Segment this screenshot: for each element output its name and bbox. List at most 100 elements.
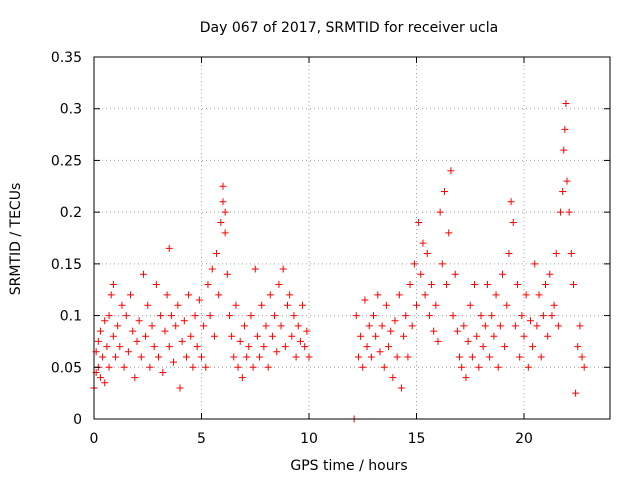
data-point: [251, 265, 259, 273]
data-point: [475, 363, 483, 371]
data-point: [576, 322, 584, 330]
data-point: [294, 322, 302, 330]
data-point: [466, 301, 474, 309]
data-point: [389, 374, 397, 382]
data-point: [539, 312, 547, 320]
data-point: [195, 296, 203, 304]
data-point: [296, 337, 304, 345]
data-point: [492, 291, 500, 299]
data-point: [232, 301, 240, 309]
data-point: [230, 353, 238, 361]
data-point: [114, 322, 122, 330]
data-point: [210, 332, 218, 340]
data-point: [359, 363, 367, 371]
data-point: [191, 312, 199, 320]
data-point: [133, 337, 141, 345]
data-point: [202, 363, 210, 371]
data-point: [518, 312, 526, 320]
data-point: [413, 301, 420, 309]
data-point: [531, 260, 539, 268]
plot-frame: [93, 56, 611, 420]
data-point: [127, 291, 135, 299]
data-point: [193, 343, 201, 351]
data-point: [542, 281, 549, 289]
data-point: [139, 270, 147, 278]
data-point: [118, 301, 126, 309]
data-point: [574, 343, 582, 351]
data-point: [124, 348, 132, 356]
data-point: [473, 332, 481, 340]
data-point: [165, 244, 173, 252]
data-point: [352, 312, 360, 320]
data-point: [241, 322, 248, 330]
data-point: [101, 317, 109, 325]
data-point: [266, 291, 274, 299]
data-point: [522, 291, 530, 299]
data-point: [481, 322, 489, 330]
data-point: [305, 353, 313, 361]
data-point: [447, 167, 455, 175]
data-point: [137, 353, 145, 361]
data-point: [423, 250, 431, 258]
data-point: [499, 270, 506, 278]
data-point: [264, 363, 272, 371]
data-point: [204, 281, 212, 289]
data-point: [103, 343, 111, 351]
chart-title: Day 067 of 2017, SRMTID for receiver ucl…: [200, 20, 498, 36]
data-point: [380, 363, 388, 371]
data-point: [408, 322, 416, 330]
data-point: [509, 218, 517, 226]
data-point: [167, 312, 175, 320]
data-point: [96, 374, 104, 382]
data-point: [449, 312, 457, 320]
data-point: [122, 312, 130, 320]
data-point: [501, 343, 509, 351]
data-point: [146, 363, 154, 371]
data-point: [507, 198, 515, 206]
data-point: [451, 270, 459, 278]
data-point: [479, 343, 487, 351]
data-point: [107, 291, 115, 299]
data-point: [221, 208, 229, 216]
x-tick-label: 0: [90, 431, 99, 447]
data-point: [572, 389, 580, 397]
data-point: [406, 281, 414, 289]
data-point: [182, 353, 190, 361]
data-point: [533, 322, 541, 330]
data-point: [376, 348, 384, 356]
data-point: [238, 374, 246, 382]
data-point: [170, 358, 178, 366]
data-point: [550, 301, 558, 309]
data-point: [217, 218, 225, 226]
data-point: [268, 332, 276, 340]
data-point: [187, 332, 195, 340]
data-point: [301, 343, 309, 351]
data-point: [109, 281, 117, 289]
data-point: [578, 353, 586, 361]
data-point: [387, 327, 395, 335]
data-point: [225, 312, 233, 320]
data-point: [116, 343, 124, 351]
y-tick-label: 0.05: [51, 360, 82, 376]
data-point: [155, 353, 162, 361]
data-point: [505, 250, 513, 258]
data-point: [548, 312, 556, 320]
data-point: [372, 332, 380, 340]
data-point: [215, 291, 223, 299]
x-tick-label: 15: [408, 431, 426, 447]
data-point: [569, 281, 577, 289]
data-point: [172, 322, 180, 330]
y-tick-label: 0.2: [60, 205, 82, 221]
data-point: [228, 332, 236, 340]
data-point: [494, 363, 502, 371]
data-point: [445, 229, 453, 237]
data-point: [277, 322, 285, 330]
data-point: [567, 250, 575, 258]
data-point: [148, 322, 156, 330]
grid: [94, 57, 610, 419]
data-point: [580, 363, 588, 371]
data-point: [443, 281, 451, 289]
x-tick-label: 10: [300, 431, 318, 447]
data-point: [524, 363, 532, 371]
y-tick-label: 0.35: [51, 50, 82, 66]
